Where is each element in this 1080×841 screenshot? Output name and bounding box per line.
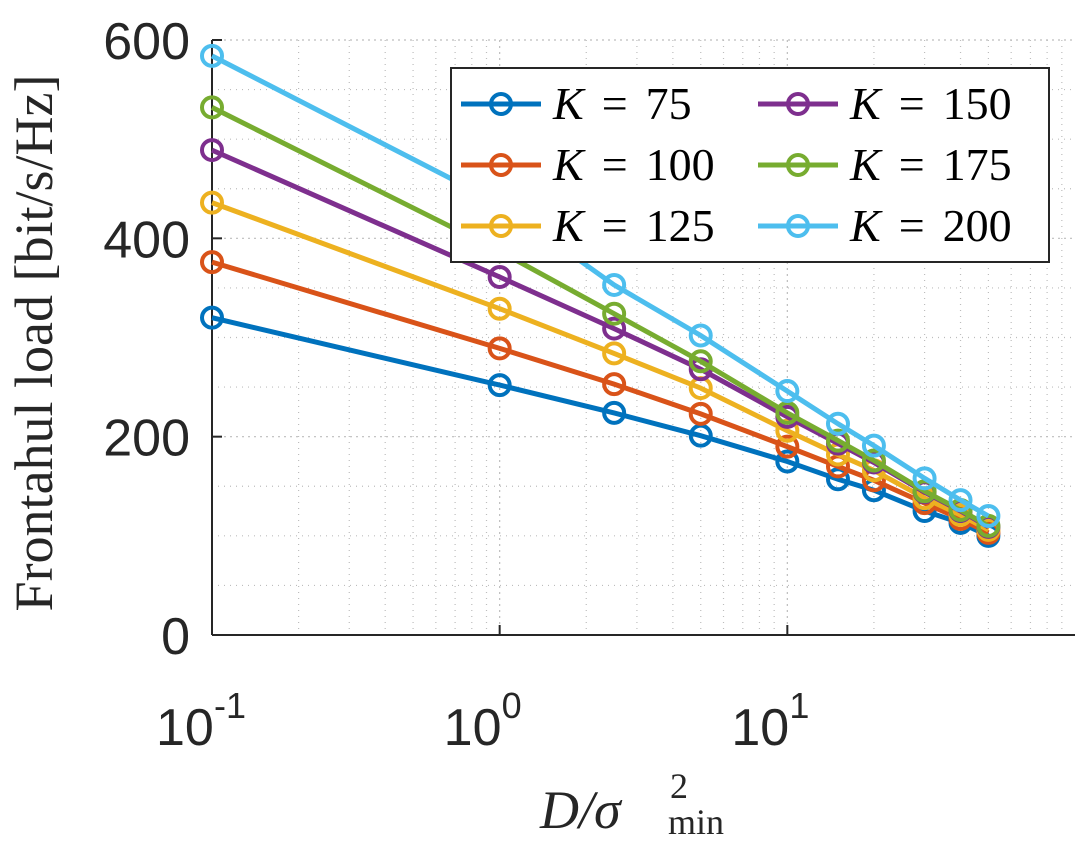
data-point <box>487 336 512 361</box>
legend-label-value: 125 <box>646 200 715 251</box>
x-axis-label-sup: 2 <box>670 766 688 806</box>
y-tick-label: 400 <box>103 211 190 269</box>
data-point <box>602 272 627 297</box>
legend-marker <box>489 214 513 238</box>
x-tick-label: 10 <box>156 699 214 757</box>
y-tick-label: 600 <box>103 13 190 71</box>
legend-label-eq: = <box>602 78 628 129</box>
series-line <box>211 259 990 536</box>
data-point <box>912 466 937 491</box>
legend-marker <box>489 92 513 116</box>
legend-entry: K = 150 <box>758 78 1012 129</box>
series-line <box>211 200 990 533</box>
data-point <box>775 418 800 443</box>
legend-label-var: K <box>849 200 883 251</box>
legend: K = 75 K = 100 K = 125 K = 150 K = 175 K = 200 <box>450 67 1050 263</box>
data-point <box>825 428 850 453</box>
legend-marker <box>786 214 810 238</box>
legend-marker <box>786 92 810 116</box>
legend-label-var: K <box>552 200 586 251</box>
series-100 <box>200 250 1001 545</box>
legend-entry: K = 200 <box>758 200 1012 251</box>
legend-entry: K = 100 <box>461 139 715 190</box>
x-axis-label: D/σ 2 min <box>539 766 724 841</box>
legend-label-eq: = <box>899 200 925 251</box>
legend-label-var: K <box>552 139 586 190</box>
legend-marker <box>489 153 513 177</box>
data-point <box>976 504 1001 528</box>
y-axis-label: Frontahul load [bit/s/Hz] <box>4 75 64 612</box>
y-tick-label: 200 <box>103 410 190 468</box>
series-line <box>210 105 990 529</box>
legend-label-var: K <box>849 139 883 190</box>
series-line <box>211 315 990 539</box>
data-point <box>775 449 800 474</box>
legend-label-value: 100 <box>646 139 715 190</box>
legend-label: K = 175 <box>849 139 1012 190</box>
svg-text:D/σ: D/σ <box>539 780 623 840</box>
data-point <box>861 448 886 473</box>
legend-entry: K = 175 <box>758 139 1012 190</box>
y-axis-label-group: Frontahul load [bit/s/Hz] <box>4 75 64 612</box>
series-175 <box>200 95 1001 538</box>
legend-marker <box>786 153 810 177</box>
legend-label-value: 150 <box>943 78 1012 129</box>
data-point <box>487 265 512 290</box>
x-tick-exponent: 0 <box>502 685 522 726</box>
data-point <box>688 401 713 426</box>
data-point <box>602 341 627 366</box>
legend-label: K = 100 <box>552 139 715 190</box>
data-point <box>861 433 886 458</box>
data-point <box>688 349 713 374</box>
data-point <box>602 316 627 341</box>
x-tick-exponent: -1 <box>214 685 246 726</box>
legend-label-eq: = <box>899 78 925 129</box>
legend-label: K = 125 <box>552 200 715 251</box>
legend-entry: K = 75 <box>461 78 692 129</box>
data-point <box>487 373 512 398</box>
legend-box <box>450 67 1050 263</box>
data-point <box>825 467 850 492</box>
data-point <box>200 43 224 68</box>
legend-label: K = 200 <box>849 200 1012 251</box>
data-point <box>200 250 224 275</box>
data-point <box>825 411 850 436</box>
legend-label-value: 75 <box>646 78 692 129</box>
legend-label: K = 75 <box>552 78 692 129</box>
series-75 <box>200 305 1001 548</box>
x-tick-label: 10 <box>731 699 789 757</box>
x-tick-label: 10 <box>444 699 502 757</box>
data-point <box>200 138 224 163</box>
x-tick-exponent: 1 <box>789 685 809 726</box>
x-axis-label-sub: min <box>668 802 724 841</box>
data-point <box>775 434 800 459</box>
legend-label-value: 200 <box>943 200 1012 251</box>
legend-label-value: 175 <box>943 139 1012 190</box>
x-axis-label-main: D/σ <box>539 780 623 840</box>
data-point <box>688 323 713 348</box>
legend-label-eq: = <box>602 139 628 190</box>
data-point <box>602 400 627 425</box>
legend-label-var: K <box>849 78 883 129</box>
data-point <box>487 296 512 321</box>
legend-label-var: K <box>552 78 586 129</box>
data-point <box>200 305 224 330</box>
data-point <box>948 488 973 513</box>
data-point <box>200 190 224 215</box>
legend-label-eq: = <box>602 200 628 251</box>
data-point <box>602 372 627 397</box>
legend-entry: K = 125 <box>461 200 715 251</box>
legend-label: K = 150 <box>849 78 1012 129</box>
legend-label-eq: = <box>899 139 925 190</box>
y-tick-label: 0 <box>161 608 190 666</box>
data-point <box>775 379 800 404</box>
data-point <box>200 95 224 120</box>
data-point <box>602 301 627 326</box>
